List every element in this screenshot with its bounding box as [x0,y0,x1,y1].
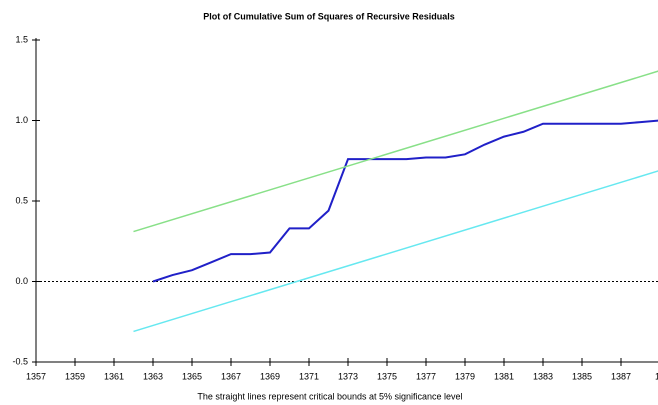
x-tick-label: 1373 [338,371,358,381]
series-line [133,70,658,233]
x-tick-label: 1369 [260,371,280,381]
series-line [133,170,658,333]
x-tick-label: 1371 [299,371,319,381]
y-tick-label: -0.5 [12,356,28,366]
x-tick-label: 1381 [494,371,514,381]
x-tick-label: 1363 [143,371,163,381]
x-tick-label: 1387 [611,371,631,381]
x-tick-label: 1365 [182,371,202,381]
x-tick-label: 1377 [416,371,436,381]
y-tick-label: 1.0 [15,115,28,125]
x-tick-label: 1375 [377,371,397,381]
y-tick-label: 1.5 [15,34,28,44]
chart-note: The straight lines represent critical bo… [197,391,462,401]
x-tick-label: 1357 [26,371,46,381]
x-tick-label: 1383 [533,371,553,381]
x-tick-label: 13 [655,371,658,381]
y-tick-label: 0.0 [15,276,28,286]
x-tick-label: 1379 [455,371,475,381]
x-tick-label: 1367 [221,371,241,381]
y-tick-label: 0.5 [15,195,28,205]
x-tick-label: 1361 [104,371,124,381]
x-tick-label: 1385 [572,371,592,381]
series-line [152,119,658,283]
x-tick-label: 1359 [65,371,85,381]
chart-title: Plot of Cumulative Sum of Squares of Rec… [203,11,455,21]
